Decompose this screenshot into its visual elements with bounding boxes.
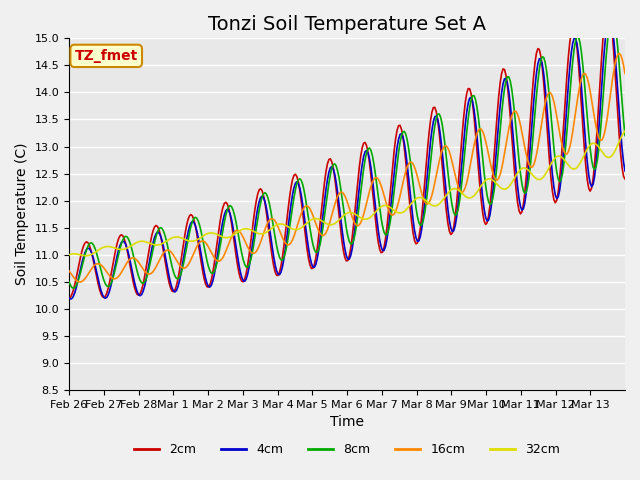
32cm bbox=[618, 132, 626, 138]
Line: 2cm: 2cm bbox=[69, 6, 625, 298]
8cm bbox=[546, 96, 554, 101]
16cm bbox=[463, 180, 470, 185]
X-axis label: Time: Time bbox=[330, 415, 364, 429]
8cm bbox=[70, 286, 77, 291]
32cm bbox=[353, 212, 360, 218]
2cm bbox=[621, 176, 629, 182]
Legend: 2cm, 4cm, 8cm, 16cm, 32cm: 2cm, 4cm, 8cm, 16cm, 32cm bbox=[129, 438, 565, 461]
2cm bbox=[461, 99, 469, 105]
8cm bbox=[463, 129, 470, 134]
8cm bbox=[65, 279, 73, 285]
4cm bbox=[67, 296, 74, 302]
2cm bbox=[84, 240, 92, 246]
Line: 16cm: 16cm bbox=[69, 53, 625, 282]
16cm bbox=[353, 222, 360, 228]
32cm bbox=[103, 244, 111, 250]
16cm bbox=[620, 62, 627, 68]
4cm bbox=[546, 138, 554, 144]
4cm bbox=[103, 295, 111, 300]
16cm bbox=[103, 269, 111, 275]
4cm bbox=[620, 159, 627, 165]
16cm bbox=[65, 268, 73, 274]
8cm bbox=[620, 118, 627, 123]
32cm bbox=[65, 252, 73, 258]
8cm bbox=[608, 12, 616, 18]
2cm bbox=[351, 207, 359, 213]
16cm bbox=[621, 71, 629, 76]
32cm bbox=[463, 194, 470, 200]
Line: 8cm: 8cm bbox=[69, 15, 625, 288]
32cm bbox=[546, 164, 554, 169]
16cm bbox=[546, 90, 554, 96]
4cm bbox=[353, 212, 360, 217]
Line: 32cm: 32cm bbox=[69, 131, 625, 256]
32cm bbox=[86, 252, 93, 258]
32cm bbox=[621, 128, 629, 134]
2cm bbox=[544, 139, 552, 145]
4cm bbox=[463, 109, 470, 115]
4cm bbox=[605, 14, 613, 20]
2cm bbox=[102, 293, 109, 299]
4cm bbox=[621, 168, 629, 174]
4cm bbox=[65, 295, 73, 301]
2cm bbox=[604, 3, 611, 9]
Y-axis label: Soil Temperature (C): Soil Temperature (C) bbox=[15, 143, 29, 286]
32cm bbox=[83, 253, 90, 259]
16cm bbox=[86, 269, 93, 275]
2cm bbox=[65, 295, 73, 301]
8cm bbox=[621, 132, 629, 138]
Title: Tonzi Soil Temperature Set A: Tonzi Soil Temperature Set A bbox=[208, 15, 486, 34]
8cm bbox=[103, 283, 111, 289]
16cm bbox=[615, 50, 623, 56]
Text: TZ_fmet: TZ_fmet bbox=[75, 49, 138, 63]
8cm bbox=[353, 223, 360, 228]
8cm bbox=[86, 241, 93, 247]
Line: 4cm: 4cm bbox=[69, 17, 625, 299]
4cm bbox=[86, 246, 93, 252]
16cm bbox=[76, 279, 83, 285]
2cm bbox=[618, 165, 626, 170]
